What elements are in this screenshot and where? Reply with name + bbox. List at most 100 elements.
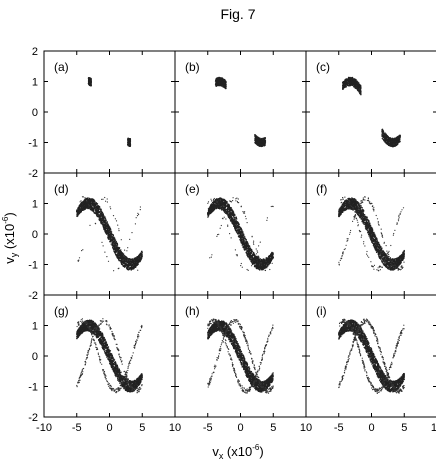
trajectory-point	[137, 212, 139, 214]
trajectory-point	[137, 269, 139, 271]
trajectory-point	[106, 226, 108, 228]
trajectory-point	[258, 142, 261, 144]
trajectory-point	[82, 201, 84, 203]
trajectory-point	[244, 236, 246, 238]
trajectory-point	[108, 238, 110, 240]
trajectory-point	[126, 261, 128, 263]
trajectory-points	[76, 196, 143, 272]
trajectory-point	[218, 76, 220, 79]
trajectory-point	[86, 201, 88, 203]
trajectory-point	[214, 80, 217, 82]
trajectory-point	[94, 206, 96, 208]
trajectory-point	[223, 79, 225, 81]
trajectory-point	[116, 242, 118, 245]
trajectory-point	[90, 207, 93, 209]
trajectory-point	[136, 215, 139, 217]
trajectory-point	[353, 85, 356, 88]
trajectory-point	[103, 226, 105, 228]
trajectory-point	[256, 259, 258, 261]
trajectory-point	[342, 88, 344, 90]
trajectory-point	[387, 141, 389, 143]
trajectory-point	[342, 84, 344, 87]
trajectory-point	[215, 79, 217, 81]
trajectory-point	[110, 236, 113, 238]
trajectory-point	[94, 200, 96, 203]
trajectory-point	[105, 219, 107, 222]
trajectory-point	[133, 267, 135, 269]
trajectory-point	[106, 221, 108, 224]
trajectory-point	[344, 85, 346, 88]
trajectory-point	[118, 247, 121, 250]
trajectory-point	[395, 142, 397, 145]
trajectory-point	[358, 83, 360, 85]
trajectory-point	[126, 259, 128, 262]
trajectory-point	[381, 137, 383, 140]
trajectory-point	[260, 144, 262, 146]
trajectory-point	[343, 84, 345, 87]
trajectory-point	[396, 140, 399, 142]
trajectory-point	[264, 141, 266, 143]
trajectory-point	[256, 139, 259, 141]
trajectory-point	[220, 79, 222, 81]
trajectory-point	[134, 258, 137, 261]
trajectory-point	[87, 207, 89, 210]
trajectory-point	[233, 217, 235, 220]
trajectory-point	[346, 80, 348, 82]
trajectory-point	[360, 91, 362, 94]
trajectory-point	[126, 264, 128, 266]
trajectory-point	[129, 258, 131, 260]
trajectory-point	[382, 130, 384, 132]
trajectory-point	[108, 228, 111, 230]
trajectory-point	[381, 128, 383, 131]
trajectory-point	[89, 200, 91, 202]
trajectory-point	[381, 135, 383, 137]
trajectory-point	[97, 205, 99, 207]
trajectory-point	[113, 250, 116, 253]
trajectory-point	[215, 83, 217, 85]
trajectory-point	[104, 251, 106, 253]
trajectory-point	[381, 130, 383, 133]
trajectory-point	[397, 136, 399, 138]
trajectory-point	[76, 214, 79, 216]
trajectory-point	[219, 80, 221, 82]
trajectory-point	[119, 255, 121, 258]
trajectory-point	[124, 265, 126, 268]
trajectory-point	[386, 137, 388, 140]
trajectory-point	[86, 203, 88, 206]
trajectory-point	[132, 262, 135, 264]
trajectory-point	[346, 82, 348, 84]
trajectory-point	[399, 138, 401, 140]
trajectory-point	[353, 80, 355, 82]
trajectory-point	[140, 254, 142, 257]
trajectory-point	[344, 80, 346, 82]
trajectory-point	[113, 240, 116, 242]
trajectory-point	[101, 212, 104, 214]
trajectory-point	[225, 83, 227, 86]
trajectory-point	[127, 262, 130, 265]
trajectory-point	[101, 217, 103, 219]
trajectory-point	[114, 218, 116, 220]
trajectory-point	[131, 267, 134, 269]
trajectory-point	[216, 84, 218, 86]
trajectory-point	[91, 209, 93, 212]
trajectory-point	[87, 206, 89, 208]
trajectory-point	[94, 222, 96, 224]
trajectory-point	[84, 208, 86, 210]
trajectory-point	[139, 252, 142, 254]
trajectory-point	[262, 138, 264, 140]
trajectory-point	[127, 258, 129, 260]
trajectory-point	[348, 79, 351, 81]
trajectory-point	[111, 236, 114, 238]
trajectory-point	[123, 256, 125, 258]
trajectory-point	[131, 266, 133, 268]
trajectory-point	[137, 258, 139, 260]
trajectory-point	[345, 83, 347, 85]
panel-label: (e)	[185, 182, 200, 196]
trajectory-point	[384, 134, 387, 136]
trajectory-point	[384, 137, 386, 139]
panel-a: (a)	[43, 50, 176, 174]
trajectory-point	[122, 262, 125, 264]
trajectory-point	[84, 197, 86, 199]
trajectory-point	[80, 209, 82, 211]
trajectory-point	[122, 253, 125, 256]
